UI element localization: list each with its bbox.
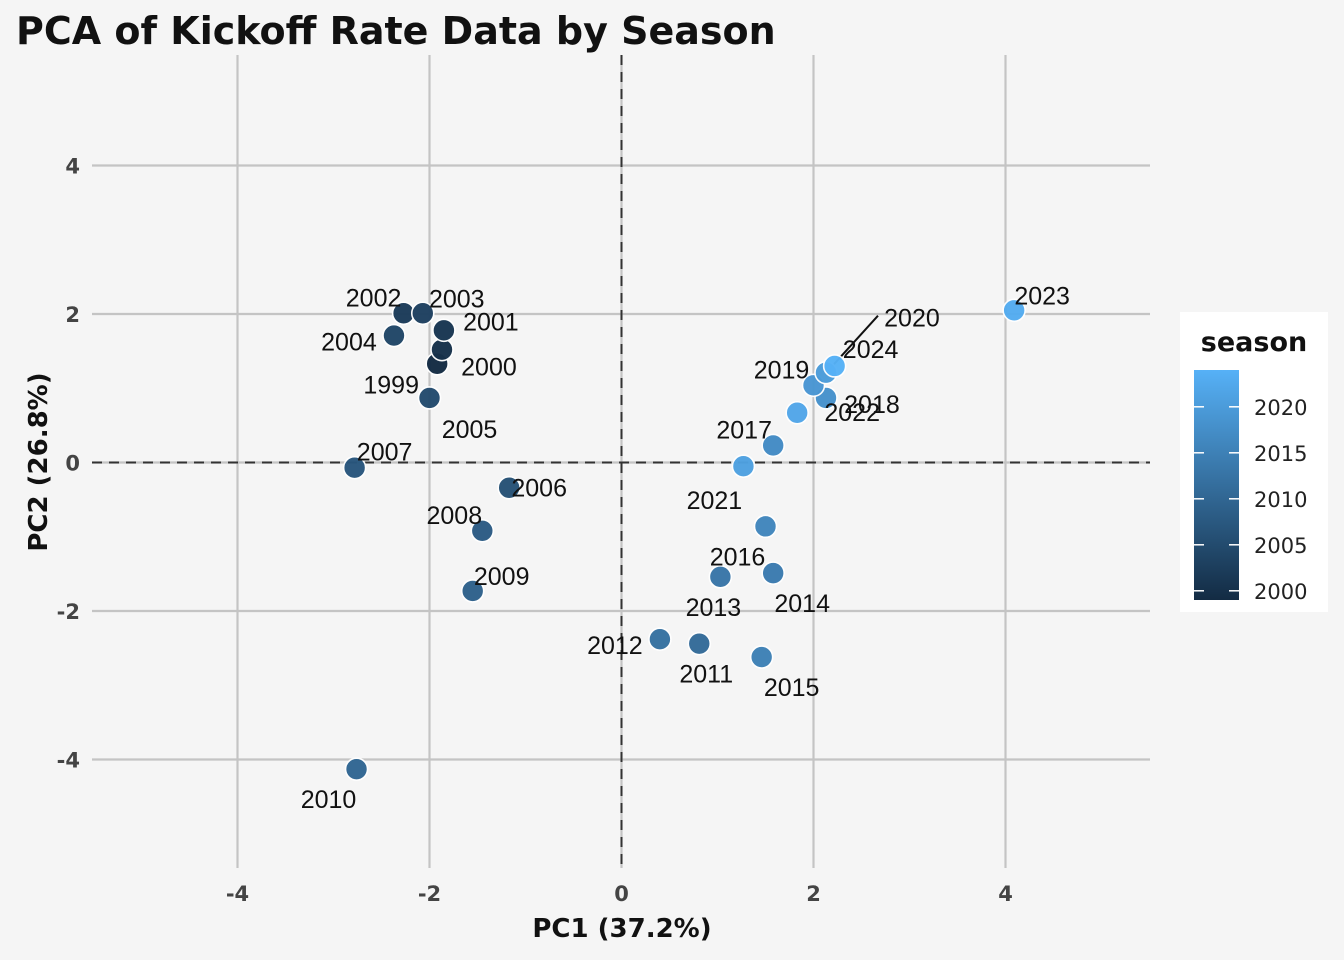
point-label: 2013 xyxy=(686,594,742,622)
y-tick-label: -4 xyxy=(57,749,80,773)
data-point xyxy=(342,455,367,480)
point-labels: 1999 2000 2001 2002 2003 2004 2005 2006 2007 2008… xyxy=(301,282,1070,814)
data-point xyxy=(497,475,521,500)
data-point xyxy=(417,386,442,410)
point-label: 2005 xyxy=(442,416,498,444)
point-label: 2004 xyxy=(321,329,377,357)
data-point xyxy=(410,301,435,326)
point-label: 2000 xyxy=(461,354,517,382)
point-label: 2016 xyxy=(710,543,766,571)
point-label: 2001 xyxy=(463,308,519,336)
x-tick-label: -4 xyxy=(226,882,249,906)
data-point xyxy=(382,323,406,348)
colorbar-tick-label: 2015 xyxy=(1254,442,1307,466)
x-tick-label: -2 xyxy=(418,882,441,906)
x-axis-title: PC1 (37.2%) xyxy=(532,914,711,944)
data-point xyxy=(687,631,712,656)
point-label: 2021 xyxy=(687,487,743,515)
x-tick-label: 0 xyxy=(614,882,629,906)
data-point xyxy=(1002,298,1026,323)
legend-title: season xyxy=(1201,327,1307,358)
data-point xyxy=(749,645,774,669)
y-tick-label: 4 xyxy=(65,155,80,179)
data-point xyxy=(708,565,733,589)
data-point xyxy=(344,757,369,781)
data-point xyxy=(785,400,809,425)
legend: season 2000 2005 2010 2015 2020 xyxy=(1180,312,1328,612)
data-points xyxy=(342,298,1026,781)
point-label: 2020 xyxy=(884,305,940,333)
point-label: 1999 xyxy=(363,372,419,400)
point-label: 2015 xyxy=(764,674,820,702)
point-label: 2011 xyxy=(679,661,733,689)
colorbar-tick-label: 2010 xyxy=(1254,488,1307,512)
data-point xyxy=(761,433,785,458)
data-point xyxy=(731,454,756,479)
x-axis-ticks: -4 -2 0 2 4 xyxy=(226,882,1013,906)
colorbar xyxy=(1194,370,1239,600)
x-tick-label: 4 xyxy=(998,882,1013,906)
point-label: 2012 xyxy=(587,632,643,660)
point-label: 2010 xyxy=(301,786,357,814)
point-label: 2022 xyxy=(824,399,880,427)
data-point xyxy=(432,318,456,343)
point-label: 2007 xyxy=(357,439,413,467)
x-tick-label: 2 xyxy=(806,882,821,906)
y-axis-ticks: -4 -2 0 2 4 xyxy=(57,155,80,773)
colorbar-tick-label: 2020 xyxy=(1254,396,1307,420)
point-label: 2019 xyxy=(754,356,810,384)
point-label: 2023 xyxy=(1014,282,1070,310)
reference-lines xyxy=(92,55,1150,868)
y-tick-label: -2 xyxy=(57,600,80,624)
colorbar-ticks: 2000 2005 2010 2015 2020 xyxy=(1194,396,1307,604)
data-point xyxy=(761,561,785,585)
data-point xyxy=(470,519,495,543)
data-point xyxy=(648,627,672,652)
chart-title: PCA of Kickoff Rate Data by Season xyxy=(16,9,776,53)
data-point xyxy=(822,354,847,378)
y-tick-label: 2 xyxy=(65,303,80,327)
colorbar-tick-label: 2005 xyxy=(1254,534,1307,558)
point-label: 2008 xyxy=(426,502,482,530)
point-label: 2003 xyxy=(429,285,485,313)
data-point xyxy=(753,514,778,539)
point-label: 2002 xyxy=(346,284,402,312)
point-label: 2018 xyxy=(844,391,900,419)
point-label: 2024 xyxy=(843,336,899,364)
point-label: 2009 xyxy=(474,563,530,591)
point-label: 2017 xyxy=(716,416,772,444)
data-point xyxy=(460,579,485,603)
point-label: 2006 xyxy=(511,475,567,503)
y-tick-label: 0 xyxy=(65,452,80,476)
point-label: 2014 xyxy=(774,590,830,618)
y-axis-title: PC2 (26.8%) xyxy=(24,372,54,551)
colorbar-tick-label: 2000 xyxy=(1254,580,1307,604)
